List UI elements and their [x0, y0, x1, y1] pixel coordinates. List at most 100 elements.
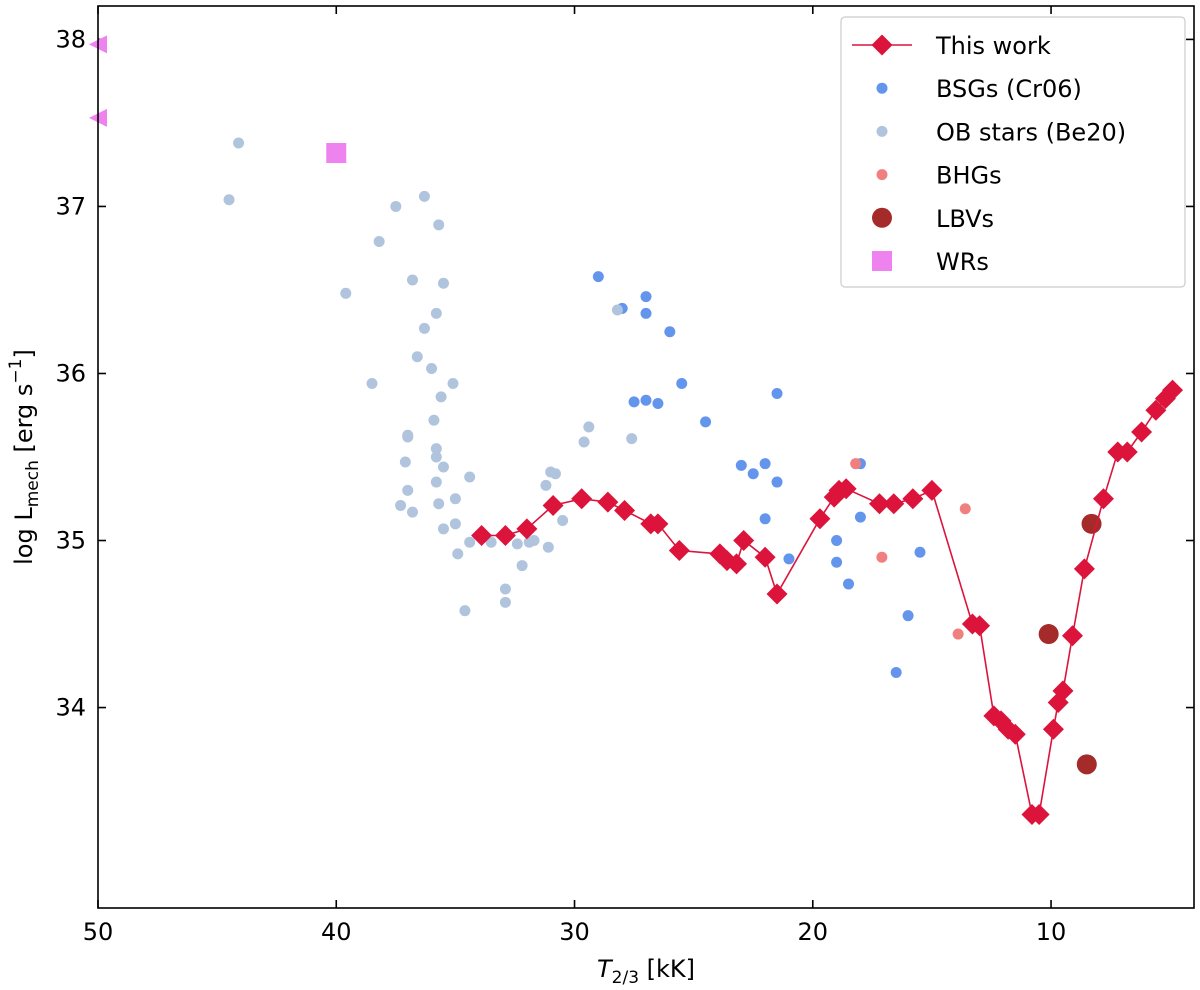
point-bhgs: [959, 503, 971, 515]
point-ob-stars-be20: [395, 499, 407, 511]
point-ob-stars-be20: [402, 431, 414, 443]
point-ob-stars-be20: [549, 468, 561, 480]
tick-labels: 50 40 30 20 10 34 35 36 37 38: [55, 25, 1066, 946]
legend-entry: OB stars (Be20): [876, 118, 1126, 146]
plot-frame: [97, 5, 1195, 909]
legend-label: This work: [935, 32, 1051, 60]
legend-entries: This work BSGs (Cr06) OB stars (Be20) BHGs L…: [852, 32, 1126, 276]
legend-entry: BSGs (Cr06): [876, 75, 1082, 103]
point-lbvs: [1081, 513, 1102, 534]
point-this-work: [1092, 488, 1114, 510]
point-this-work: [1061, 625, 1083, 647]
point-bsgs-cr06: [914, 546, 926, 558]
legend-label: WRs: [936, 248, 989, 276]
point-ob-stars-be20: [411, 351, 423, 363]
point-ob-stars-be20: [540, 479, 552, 491]
point-ob-stars-be20: [437, 277, 449, 289]
point-ob-stars-be20: [452, 548, 464, 560]
point-ob-stars-be20: [428, 414, 440, 426]
series-lbvs: [1038, 513, 1102, 775]
point-ob-stars-be20: [464, 471, 476, 483]
point-this-work: [1162, 379, 1184, 401]
series-bsgs-cr06: [592, 271, 926, 678]
point-ob-stars-be20: [340, 287, 352, 299]
point-ob-stars-be20: [626, 433, 638, 445]
point-this-work: [1004, 723, 1026, 745]
x-axis-label-main: T: [597, 955, 614, 983]
point-ob-stars-be20: [407, 506, 419, 518]
point-ob-stars-be20: [418, 322, 430, 334]
point-bsgs-cr06: [676, 378, 688, 390]
point-bsgs-cr06: [735, 459, 747, 471]
legend-label: OB stars (Be20): [936, 118, 1126, 146]
point-ob-stars-be20: [433, 219, 445, 231]
x-tick-label: 10: [1036, 918, 1067, 946]
point-bhgs: [850, 458, 862, 470]
x-axis-label-unit: [kK]: [639, 955, 695, 983]
legend-marker: [872, 251, 892, 271]
point-this-work: [647, 513, 669, 535]
point-ob-stars-be20: [583, 421, 595, 433]
point-bhgs: [876, 551, 888, 563]
point-ob-stars-be20: [449, 493, 461, 505]
point-this-work: [494, 525, 516, 547]
point-wrs: [326, 142, 347, 163]
point-bsgs-cr06: [700, 416, 712, 428]
data-layer: [223, 137, 1184, 825]
point-this-work: [969, 615, 991, 637]
point-ob-stars-be20: [447, 378, 459, 390]
point-ob-stars-be20: [464, 536, 476, 548]
point-ob-stars-be20: [435, 391, 447, 403]
series-wrs: [326, 142, 347, 163]
legend-marker: [876, 169, 888, 181]
point-this-work: [809, 508, 831, 530]
point-ob-stars-be20: [390, 200, 402, 212]
point-this-work: [516, 518, 538, 540]
point-bsgs-cr06: [854, 511, 866, 523]
point-bsgs-cr06: [640, 291, 652, 303]
point-this-work: [614, 499, 636, 521]
point-this-work: [1042, 718, 1064, 740]
x-tick-label: 20: [798, 918, 829, 946]
point-ob-stars-be20: [499, 583, 511, 595]
point-ob-stars-be20: [399, 456, 411, 468]
series-bhgs: [850, 458, 971, 640]
point-this-work: [835, 478, 857, 500]
point-bsgs-cr06: [771, 388, 783, 400]
point-this-work: [1028, 803, 1050, 825]
point-lbvs: [1076, 754, 1097, 775]
point-this-work: [542, 494, 564, 516]
point-this-work: [902, 488, 924, 510]
point-bhgs: [952, 628, 964, 640]
point-ob-stars-be20: [430, 451, 442, 463]
point-bsgs-cr06: [664, 326, 676, 338]
point-this-work: [1073, 558, 1095, 580]
legend-entry: This work: [852, 32, 1051, 60]
point-ob-stars-be20: [511, 538, 523, 550]
y-axis-label: log Lmech [erg s−1]: [6, 349, 43, 565]
point-bsgs-cr06: [592, 271, 604, 283]
point-ob-stars-be20: [485, 536, 497, 548]
y-tick-label: 35: [55, 527, 86, 555]
point-ob-stars-be20: [418, 190, 430, 202]
x-axis-label-sub: 2/3: [612, 968, 639, 988]
y-axis-label-sup: −1: [6, 359, 26, 384]
legend-entry: BHGs: [876, 162, 1002, 190]
point-bsgs-cr06: [759, 513, 771, 525]
legend-label: BHGs: [936, 162, 1002, 190]
legend-marker: [871, 34, 893, 56]
point-ob-stars-be20: [433, 498, 445, 510]
point-this-work: [571, 488, 593, 510]
point-this-work: [883, 493, 905, 515]
point-this-work: [754, 546, 776, 568]
legend-marker: [876, 125, 888, 137]
point-ob-stars-be20: [437, 523, 449, 535]
point-ob-stars-be20: [459, 605, 471, 617]
x-tick-label: 40: [321, 918, 352, 946]
point-this-work: [1131, 421, 1153, 443]
point-ob-stars-be20: [366, 378, 378, 390]
legend-marker: [876, 82, 888, 94]
point-lbvs: [1038, 624, 1059, 645]
legend-entry: WRs: [872, 248, 989, 276]
x-tick-label: 50: [83, 918, 114, 946]
